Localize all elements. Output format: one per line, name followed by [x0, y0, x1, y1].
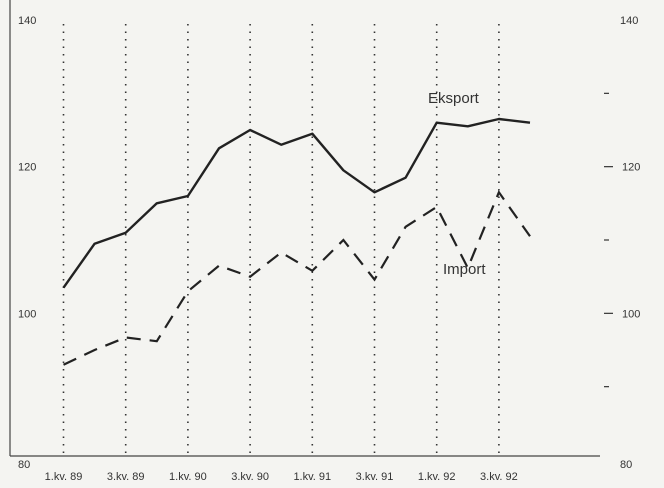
series-line-eksport — [62, 117, 531, 289]
y-tick-label-right: 140 — [620, 15, 638, 27]
right-axis-labels: 80 100 120 140 — [620, 15, 640, 471]
y-tick-label-right: 80 — [620, 459, 632, 471]
series-line-import — [63, 190, 531, 366]
left-axis-labels: 80 100 120 140 — [18, 15, 36, 471]
y-tick-label-right: 100 — [622, 308, 640, 320]
vertical-gridlines — [62, 24, 500, 456]
x-tick-label: 1.kv. 89 — [45, 471, 83, 483]
x-tick-label: 3.kv. 89 — [107, 471, 145, 483]
series-label-eksport: Eksport — [428, 90, 480, 107]
x-tick-label: 3.kv. 91 — [356, 471, 394, 483]
x-tick-label: 1.kv. 92 — [418, 471, 456, 483]
x-tick-label: 3.kv. 90 — [231, 471, 269, 483]
y-tick-label-left: 100 — [18, 308, 36, 320]
x-tick-label: 3.kv. 92 — [480, 471, 518, 483]
series-label-import: Import — [443, 261, 486, 278]
y-tick-label-left: 120 — [18, 162, 36, 174]
y-tick-label-left: 140 — [18, 15, 36, 27]
x-tick-label: 1.kv. 91 — [293, 471, 331, 483]
x-axis-labels: 1.kv. 89 3.kv. 89 1.kv. 90 3.kv. 90 1.kv. 91… — [45, 471, 518, 483]
right-axis-tick-marks — [604, 92, 613, 388]
y-tick-label-right: 120 — [622, 162, 640, 174]
y-tick-label-left: 80 — [18, 459, 30, 471]
x-tick-label: 1.kv. 90 — [169, 471, 207, 483]
